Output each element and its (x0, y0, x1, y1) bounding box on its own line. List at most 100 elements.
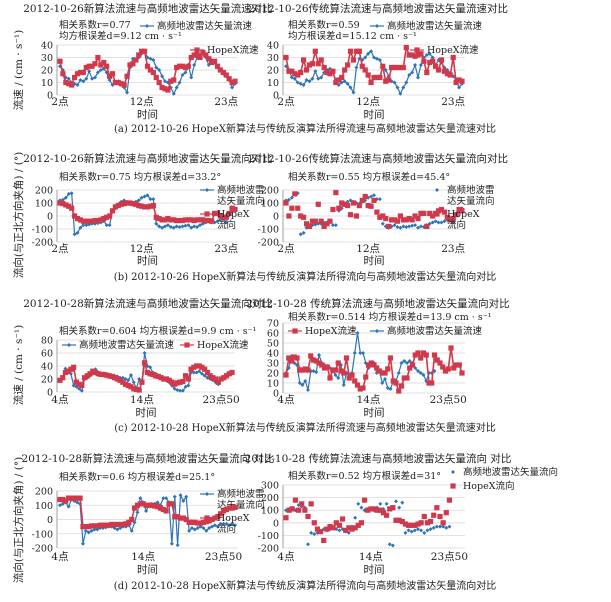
data-point (383, 216, 389, 222)
data-point (163, 508, 169, 514)
legend-item (140, 24, 154, 28)
legend-item (410, 47, 424, 53)
legend-item (288, 328, 302, 334)
data-point (313, 358, 319, 364)
data-point (404, 80, 409, 85)
x-tick-label: 23点 (214, 96, 238, 108)
data-point (213, 376, 219, 382)
data-point (383, 78, 389, 84)
data-point (197, 520, 204, 526)
data-point (81, 375, 88, 381)
data-point (397, 213, 403, 219)
data-point (318, 218, 324, 224)
data-point (212, 523, 217, 528)
data-point (223, 506, 229, 513)
data-point (60, 71, 66, 77)
data-point (141, 204, 148, 210)
legend-marker (414, 47, 420, 53)
data-point (405, 522, 412, 528)
data-point (218, 376, 224, 382)
data-point (349, 372, 355, 378)
data-point (124, 73, 130, 79)
data-point (195, 225, 200, 230)
y-tick-label: 60 (267, 329, 279, 340)
data-point (191, 52, 197, 58)
data-point (311, 520, 317, 526)
data-point (153, 214, 159, 220)
data-point (353, 515, 358, 520)
data-point (380, 63, 386, 69)
data-point (403, 217, 409, 223)
data-point (347, 48, 354, 54)
legend-item (451, 470, 455, 474)
data-point (418, 51, 424, 57)
data-point (188, 366, 194, 372)
data-point (71, 213, 78, 219)
data-point (355, 522, 361, 528)
data-point (101, 59, 107, 66)
data-point (358, 520, 365, 526)
data-point (192, 527, 197, 532)
data-point (418, 520, 424, 526)
data-point (144, 508, 149, 513)
data-point (448, 345, 454, 351)
data-point (163, 376, 170, 382)
data-point (95, 371, 101, 377)
data-point (74, 495, 80, 501)
data-point (109, 521, 115, 528)
data-point (153, 74, 159, 81)
data-point (218, 521, 223, 526)
data-point (203, 52, 209, 58)
x-tick-label: 23点50 (205, 551, 242, 563)
data-point (156, 79, 162, 86)
data-point (394, 218, 401, 224)
y-tick-label: 20 (267, 66, 279, 77)
data-point (137, 501, 143, 507)
data-point (209, 516, 215, 523)
data-point (194, 370, 199, 375)
data-point (352, 378, 358, 384)
data-point (419, 528, 424, 533)
data-point (223, 373, 230, 379)
data-point (136, 52, 142, 58)
data-point (374, 56, 379, 61)
x-tick-label: 23点 (441, 243, 465, 255)
data-point (171, 77, 177, 83)
data-point (394, 499, 398, 504)
data-point (155, 373, 161, 379)
data-point (232, 504, 238, 510)
data-point (333, 79, 339, 86)
data-point (392, 80, 397, 85)
y-axis-label: 流速 / (cm · s⁻¹) (12, 30, 25, 110)
annotation: 相关系数r=0.6 均方根误差d=25.1° (59, 471, 215, 483)
data-point (156, 216, 162, 222)
data-point (121, 201, 127, 207)
data-point (440, 520, 446, 526)
data-point (95, 54, 101, 61)
x-axis-label: 时间 (364, 254, 385, 267)
data-point (286, 68, 292, 74)
y-tick-label: 100 (261, 506, 279, 517)
annotation: 均方根误差d=15.12 cm · s⁻¹ (288, 30, 417, 42)
x-tick-label: 23点50 (202, 394, 239, 406)
data-point (232, 206, 238, 213)
data-point (295, 72, 301, 78)
data-point (286, 355, 292, 361)
data-point (424, 53, 429, 57)
data-point (371, 362, 377, 368)
x-axis-label: 时间 (136, 406, 157, 419)
data-point (177, 225, 182, 230)
data-point (306, 542, 310, 547)
chart-title: 2012-10-26新算法流速与高频地波雷达矢量流向对比 (23, 152, 273, 165)
data-point (92, 61, 98, 67)
data-point (103, 372, 110, 378)
data-point (211, 210, 218, 216)
data-point (66, 191, 71, 196)
data-point (349, 526, 355, 532)
data-point (127, 200, 133, 206)
data-point (133, 57, 139, 63)
data-point (150, 203, 156, 209)
data-point (294, 355, 300, 361)
data-point (295, 80, 300, 85)
data-point (176, 63, 183, 69)
